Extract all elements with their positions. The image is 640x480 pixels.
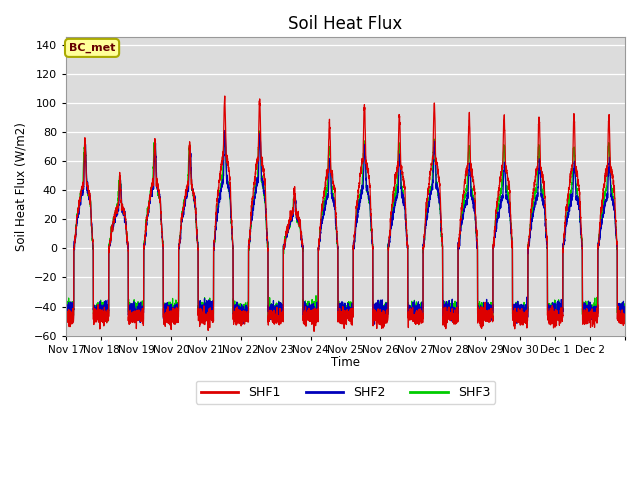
SHF2	[370, 322, 378, 327]
SHF2	[397, 162, 404, 168]
SHF3	[621, 311, 629, 316]
SHF3	[415, 322, 422, 328]
SHF2	[221, 128, 228, 133]
SHF2	[367, 208, 374, 214]
Line: SHF1: SHF1	[66, 96, 625, 331]
SHF3	[255, 128, 263, 134]
SHF2	[541, 210, 548, 216]
Title: Soil Heat Flux: Soil Heat Flux	[289, 15, 403, 33]
SHF1	[367, 198, 374, 204]
SHF3	[541, 210, 548, 216]
Line: SHF2: SHF2	[66, 131, 625, 324]
SHF3	[367, 210, 374, 216]
SHF1	[527, 216, 534, 221]
Text: BC_met: BC_met	[69, 43, 115, 53]
SHF2	[178, 218, 186, 224]
SHF1	[541, 193, 548, 199]
Legend: SHF1, SHF2, SHF3: SHF1, SHF2, SHF3	[196, 381, 495, 404]
SHF2	[62, 314, 70, 320]
Y-axis label: Soil Heat Flux (W/m2): Soil Heat Flux (W/m2)	[15, 122, 28, 251]
SHF3	[396, 161, 404, 167]
SHF1	[397, 148, 404, 154]
SHF3	[178, 213, 186, 218]
SHF1	[221, 93, 228, 99]
SHF3	[499, 156, 507, 161]
SHF2	[621, 304, 629, 310]
SHF2	[527, 225, 534, 230]
SHF1	[499, 147, 507, 153]
SHF3	[62, 306, 70, 312]
Line: SHF3: SHF3	[66, 131, 625, 325]
SHF2	[499, 188, 507, 193]
X-axis label: Time: Time	[331, 356, 360, 369]
SHF1	[621, 312, 629, 318]
SHF3	[527, 224, 534, 229]
SHF1	[62, 307, 70, 312]
SHF1	[310, 328, 318, 334]
SHF1	[178, 216, 186, 221]
